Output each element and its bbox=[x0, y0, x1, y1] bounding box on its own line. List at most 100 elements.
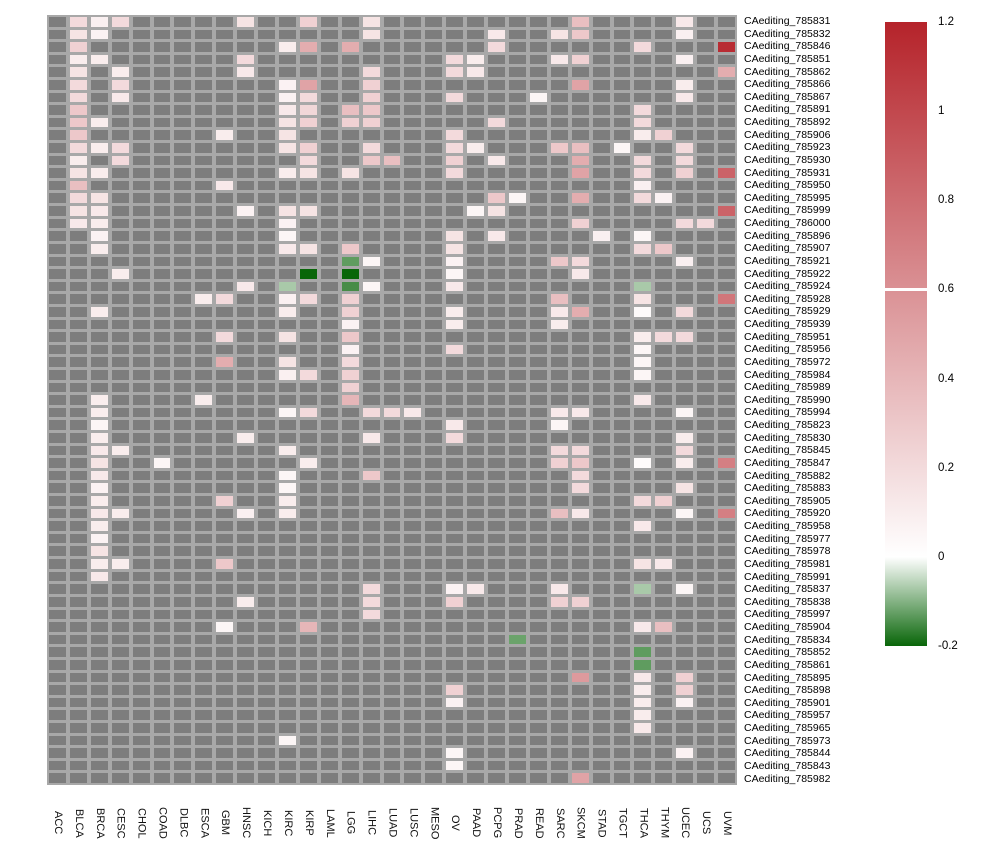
heatmap-cell bbox=[529, 710, 547, 720]
heatmap-cell bbox=[697, 508, 715, 519]
heatmap-cell bbox=[446, 180, 464, 191]
heatmap-cell bbox=[383, 306, 401, 317]
heatmap-cell bbox=[383, 735, 401, 746]
heatmap-cell bbox=[550, 433, 568, 443]
heatmap-cell bbox=[153, 281, 171, 292]
heatmap-cell bbox=[676, 332, 694, 342]
heatmap-cell bbox=[550, 420, 568, 431]
heatmap-cell bbox=[467, 407, 485, 418]
heatmap-cell bbox=[655, 533, 673, 544]
heatmap-cell bbox=[132, 546, 150, 557]
heatmap-cell bbox=[216, 697, 234, 708]
heatmap-cell bbox=[216, 54, 234, 65]
heatmap-cell bbox=[90, 357, 108, 367]
heatmap-cell bbox=[341, 521, 359, 531]
heatmap-cell bbox=[718, 306, 735, 317]
heatmap-cell bbox=[362, 420, 380, 431]
heatmap-cell bbox=[174, 735, 192, 746]
heatmap-cell bbox=[216, 117, 234, 128]
heatmap-cell bbox=[634, 722, 652, 733]
heatmap-cell bbox=[446, 697, 464, 708]
heatmap-cell bbox=[278, 369, 296, 380]
heatmap-cell bbox=[404, 748, 422, 758]
col-label: DLBC bbox=[177, 808, 190, 838]
heatmap-cell bbox=[550, 584, 568, 594]
heatmap-cell bbox=[383, 546, 401, 557]
heatmap-cell bbox=[634, 496, 652, 506]
heatmap-cell bbox=[383, 496, 401, 506]
heatmap-cell bbox=[676, 483, 694, 494]
heatmap-cell bbox=[676, 269, 694, 279]
heatmap-cell bbox=[446, 609, 464, 620]
heatmap-cell bbox=[90, 407, 108, 418]
heatmap-cell bbox=[697, 117, 715, 128]
heatmap-cell bbox=[278, 420, 296, 431]
row-label: CAediting_785838 bbox=[744, 595, 831, 608]
heatmap-cell bbox=[383, 332, 401, 342]
heatmap-cell bbox=[592, 659, 610, 670]
heatmap-cell bbox=[216, 735, 234, 746]
heatmap-cell bbox=[383, 458, 401, 468]
heatmap-cell bbox=[383, 521, 401, 531]
heatmap-cell bbox=[571, 735, 589, 746]
heatmap-cell bbox=[258, 332, 275, 342]
heatmap-cell bbox=[655, 168, 673, 178]
heatmap-cell bbox=[529, 332, 547, 342]
heatmap-cell bbox=[508, 546, 526, 557]
heatmap-cell bbox=[341, 395, 359, 405]
heatmap-cell bbox=[69, 218, 87, 229]
heatmap-cell bbox=[111, 143, 129, 153]
heatmap-cell bbox=[320, 496, 338, 506]
heatmap-cell bbox=[111, 117, 129, 128]
heatmap-cell bbox=[278, 748, 296, 758]
heatmap-cell bbox=[634, 54, 652, 65]
heatmap-cell bbox=[174, 319, 192, 330]
heatmap-cell bbox=[216, 483, 234, 494]
heatmap-cell bbox=[446, 344, 464, 355]
heatmap-cell bbox=[404, 533, 422, 544]
heatmap-cell bbox=[299, 319, 317, 330]
heatmap-cell bbox=[655, 92, 673, 103]
heatmap-cell bbox=[111, 622, 129, 632]
heatmap-cell bbox=[508, 533, 526, 544]
heatmap-cell bbox=[508, 470, 526, 481]
heatmap-cell bbox=[341, 281, 359, 292]
heatmap-cell bbox=[90, 433, 108, 443]
heatmap-cell bbox=[488, 180, 505, 191]
heatmap-cell bbox=[550, 168, 568, 178]
heatmap-cell bbox=[404, 256, 422, 267]
heatmap-cell bbox=[195, 609, 213, 620]
heatmap-cell bbox=[362, 559, 380, 569]
heatmap-cell bbox=[467, 697, 485, 708]
heatmap-cell bbox=[341, 105, 359, 115]
heatmap-cell bbox=[132, 483, 150, 494]
heatmap-cell bbox=[697, 29, 715, 40]
heatmap-cell bbox=[488, 634, 505, 645]
heatmap-cell bbox=[571, 571, 589, 582]
heatmap-cell bbox=[508, 306, 526, 317]
heatmap-cell bbox=[467, 294, 485, 304]
row-label: CAediting_785844 bbox=[744, 747, 831, 760]
heatmap-cell bbox=[362, 344, 380, 355]
heatmap-cell bbox=[676, 622, 694, 632]
col-label: LUSC bbox=[407, 808, 420, 838]
heatmap-cell bbox=[195, 773, 213, 783]
heatmap-cell bbox=[299, 433, 317, 443]
heatmap-cell bbox=[718, 622, 735, 632]
heatmap-cell bbox=[613, 130, 631, 141]
heatmap-cell bbox=[467, 710, 485, 720]
heatmap-cell bbox=[49, 218, 66, 229]
heatmap-cell bbox=[697, 672, 715, 683]
heatmap-cell bbox=[90, 697, 108, 708]
heatmap-cell bbox=[467, 395, 485, 405]
heatmap-cell bbox=[718, 332, 735, 342]
heatmap-cell bbox=[278, 130, 296, 141]
heatmap-cell bbox=[425, 748, 443, 758]
heatmap-cell bbox=[216, 218, 234, 229]
heatmap-cell bbox=[655, 29, 673, 40]
heatmap-cell bbox=[404, 647, 422, 657]
heatmap-cell bbox=[529, 193, 547, 204]
heatmap-cell bbox=[718, 722, 735, 733]
heatmap-cell bbox=[111, 67, 129, 78]
heatmap-cell bbox=[195, 559, 213, 569]
